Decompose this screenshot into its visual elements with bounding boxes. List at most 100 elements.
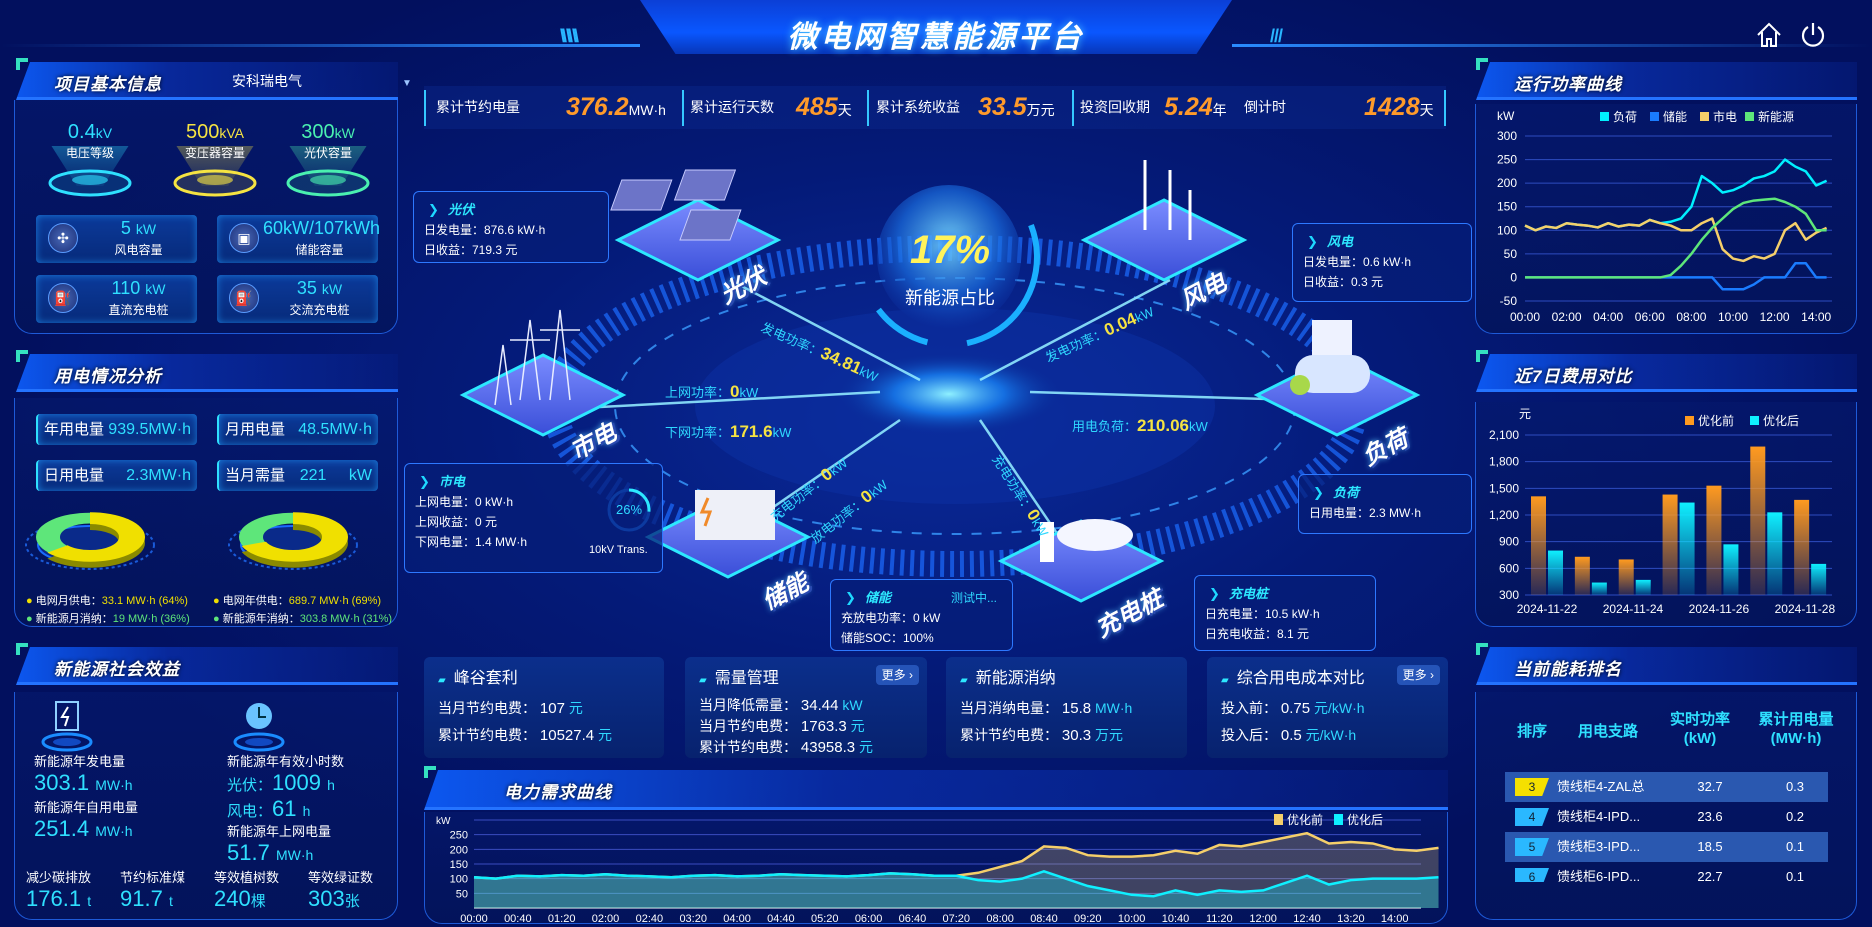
bar-优化后	[1548, 550, 1563, 595]
x-tick-label: 12:00	[1249, 913, 1277, 925]
grid-feed-value: 51.7 MW·h	[227, 840, 314, 865]
self-use-value: 251.4 MW·h	[34, 816, 133, 841]
bar-优化前	[1750, 446, 1766, 595]
ev-car-icon	[1040, 519, 1133, 562]
legend-label: 储能	[1663, 109, 1687, 124]
rank-header: 排序	[1516, 723, 1547, 740]
wind-turbine-icon: ✣	[48, 223, 78, 253]
gen-value: 303.1 MW·h	[34, 770, 133, 795]
chevron-down-icon: ▼	[402, 78, 412, 89]
x-tick-label: 13:20	[1337, 913, 1365, 925]
rank-row[interactable]: 4 馈线柜4-IPD... 23.6 0.2	[1505, 802, 1828, 832]
battery-icon: ▣	[229, 223, 259, 253]
series-line-优化后	[473, 870, 1439, 898]
solar-panel-icon	[610, 169, 742, 241]
title-bar	[640, 0, 1232, 54]
y-tick-label: -50	[1500, 294, 1518, 308]
y-axis-unit: kW	[436, 816, 451, 827]
x-tick-label: 14:00	[1801, 310, 1831, 324]
usage-box: 日用电量 2.3MW·h	[36, 460, 197, 491]
x-tick-label: 09:20	[1074, 913, 1102, 925]
y-tick-label: 150	[450, 859, 468, 871]
y-tick-label: 100	[1497, 223, 1517, 237]
panel-title: 运行功率曲线	[1514, 75, 1622, 94]
legend-swatch	[1274, 814, 1283, 825]
panel-title: 近7日费用对比	[1514, 367, 1633, 386]
capacity-box: ✣ 5 kW 风电容量	[36, 215, 197, 263]
stat-label: 累计系统收益	[876, 99, 960, 115]
stat-value: 376.2MW·h	[566, 93, 666, 121]
cost-chart: 元 300 600 900 1,200 1,500 1,800 2,100 优化前 优化后 2024…	[1489, 407, 1835, 616]
legend-swatch	[1600, 112, 1609, 121]
project-select[interactable]: 安科瑞电气 ▼	[232, 71, 412, 91]
supply-donut	[228, 512, 358, 570]
rank-row[interactable]: 5 馈线柜3-IPD... 18.5 0.1	[1505, 832, 1828, 862]
demand-chart: kW 50 100 150 200 250 00:00 00:40 01:20 02:00 02:4…	[436, 812, 1439, 925]
pillar-value: 500kVA	[185, 121, 244, 143]
renewable-ratio-value: 17%	[909, 228, 991, 272]
y-tick-label: 300	[1499, 588, 1519, 602]
series-line-新能源	[1525, 197, 1827, 279]
self-use-label: 新能源年自用电量	[34, 800, 139, 815]
x-tick-label: 00:00	[1510, 310, 1540, 324]
x-tick-label: 06:00	[855, 913, 883, 925]
x-tick-label: 03:20	[679, 913, 707, 925]
benefit-card: 需量管理 更多 › 当月降低需量： 34.44 kW 当月节约电费： 1763.3…	[685, 657, 927, 758]
gen-label: 新能源年发电量	[34, 754, 126, 769]
more-button[interactable]: 更多 ›	[875, 665, 919, 685]
series-area-优化后	[474, 871, 1439, 908]
y-tick-label: 900	[1499, 535, 1519, 549]
bar-优化后	[1635, 579, 1651, 595]
storage-status: 测试中...	[951, 591, 998, 605]
legend-label: 优化前	[1287, 812, 1323, 827]
supply-donut	[25, 512, 155, 570]
stat-label: 累计节约电量	[436, 99, 520, 115]
y-tick-label: 100	[450, 874, 468, 886]
usage-box: 月用电量 48.5MW·h	[217, 414, 378, 445]
home-icon[interactable]	[1754, 20, 1784, 50]
x-tick-label: 10:40	[1162, 913, 1190, 925]
power-chart: kW -50 0 50 100 150 200 250 300 00:00 02:00 04:00 06…	[1497, 109, 1832, 324]
y-tick-label: 250	[450, 830, 468, 842]
power-icon[interactable]	[1798, 20, 1828, 50]
panel-corner-icon	[16, 58, 28, 70]
more-button[interactable]: 更多 ›	[1396, 665, 1440, 685]
legend-label: 优化后	[1347, 813, 1383, 827]
x-tick-label: 10:00	[1718, 310, 1748, 324]
header-line-right	[1232, 44, 1872, 47]
rank-row[interactable]: 3 馈线柜4-ZAL总 32.7 0.3	[1505, 772, 1828, 802]
pillar-label: 变压器容量	[184, 146, 245, 160]
x-tick-label: 2024-11-22	[1517, 602, 1578, 616]
y-tick-label: 600	[1499, 561, 1519, 575]
renewable-ratio-label: 新能源占比	[905, 288, 995, 308]
panel-corner-icon	[1476, 350, 1488, 362]
y-tick-label: 1,500	[1489, 481, 1519, 495]
grid-slice	[238, 512, 348, 562]
x-tick-label: 06:40	[899, 913, 927, 925]
donut-legend-renewable: ● 新能源月消纳：19 MW·h (36%)	[26, 613, 190, 625]
center-sphere	[877, 185, 1021, 329]
rank-row[interactable]: 6 馈线柜6-IPD... 22.7 0.1	[1505, 862, 1828, 882]
panel-corner-icon	[424, 766, 436, 778]
center-arc	[858, 166, 1040, 348]
stats-bar	[424, 86, 1446, 129]
legend-label: 优化前	[1698, 413, 1734, 428]
pillar-value: 300kW	[301, 121, 355, 143]
panel-title: 电力需求曲线	[504, 783, 612, 802]
stat-label: 投资回收期	[1080, 99, 1150, 115]
flow-down: 下网功率：171.6kW	[665, 422, 792, 441]
center-platform	[839, 354, 1059, 434]
capacity-box: ⛽ 110 kW 直流充电桩	[36, 275, 197, 323]
y-tick-label: 50	[456, 888, 468, 900]
building-icon	[1290, 320, 1370, 395]
stat-value: 33.5万元	[978, 93, 1055, 121]
card-row: 当月降低需量： 34.44 kW	[699, 697, 863, 714]
card-row: 投入前： 0.75 元/kW·h	[1221, 700, 1365, 717]
x-tick-label: 12:40	[1293, 913, 1321, 925]
